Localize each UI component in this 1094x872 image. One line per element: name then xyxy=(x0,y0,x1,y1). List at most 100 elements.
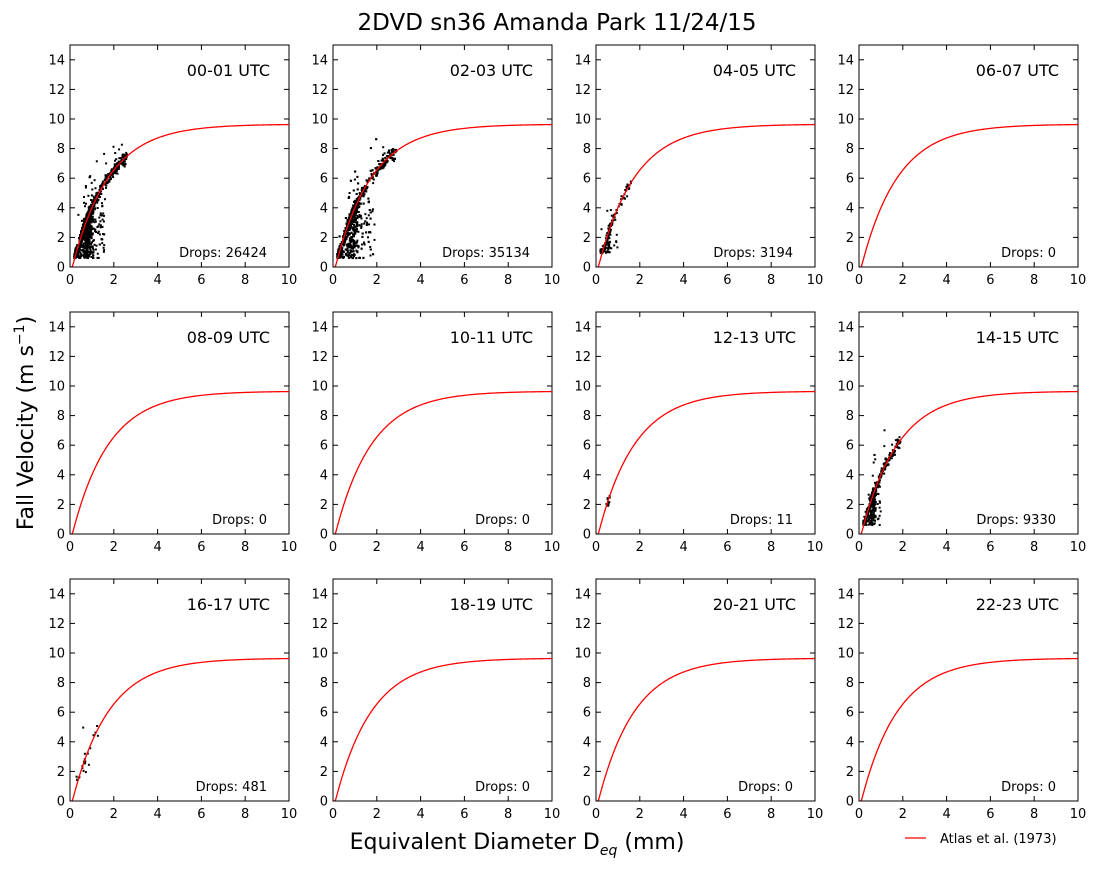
drop-point xyxy=(884,458,887,461)
drop-point xyxy=(894,453,896,456)
x-tick-label: 0 xyxy=(329,273,337,288)
drop-point xyxy=(84,186,87,189)
drop-point xyxy=(99,224,102,227)
drop-point xyxy=(88,253,91,256)
drop-point xyxy=(887,463,890,466)
drop-point xyxy=(382,160,385,163)
drop-point xyxy=(91,209,94,212)
drop-point xyxy=(350,209,353,212)
drop-point xyxy=(863,515,866,518)
drop-point xyxy=(92,251,95,254)
drop-point xyxy=(346,249,349,252)
drop-point xyxy=(611,223,614,226)
drop-point xyxy=(74,251,77,253)
drop-point xyxy=(360,188,363,191)
drop-point xyxy=(90,231,93,234)
drop-point xyxy=(111,168,114,171)
drop-point xyxy=(609,233,612,236)
drop-point xyxy=(83,254,86,257)
drop-point xyxy=(367,197,370,200)
y-tick-label: 6 xyxy=(320,172,328,187)
drop-point xyxy=(349,256,352,259)
drop-point xyxy=(349,241,352,244)
drop-point xyxy=(77,254,80,257)
drop-point xyxy=(891,455,894,457)
drop-point xyxy=(365,231,368,234)
plot-frame xyxy=(595,578,816,802)
drop-point xyxy=(349,179,352,182)
x-axis-label-main: Equivalent Diameter D xyxy=(350,830,600,855)
drop-point xyxy=(869,516,872,519)
drop-point xyxy=(79,248,82,251)
drop-point xyxy=(871,524,874,527)
drop-point xyxy=(77,213,80,216)
drop-point xyxy=(874,501,877,503)
figure-title: 2DVD sn36 Amanda Park 11/24/15 xyxy=(358,10,757,36)
y-axis-label-main: Fall Velocity (m s xyxy=(14,345,39,530)
panel-1: 0 2 4 6 8 10 0 2 4 6 8 10 12 14 02-03 UTC Drops: 35134 xyxy=(311,44,561,288)
x-tick-label: 0 xyxy=(592,807,600,822)
drop-point xyxy=(358,224,361,227)
drop-point xyxy=(350,222,353,225)
drop-point xyxy=(95,160,98,163)
drop-point xyxy=(122,164,125,167)
drop-point xyxy=(348,226,351,229)
drop-point xyxy=(350,217,353,220)
drop-point xyxy=(620,195,623,198)
x-tick-label: 4 xyxy=(942,273,950,288)
x-tick-label: 0 xyxy=(855,540,863,555)
drop-point xyxy=(91,241,93,244)
drop-point xyxy=(352,220,355,222)
x-tick-label: 4 xyxy=(679,273,687,288)
drop-point xyxy=(868,498,871,501)
drop-point xyxy=(88,235,91,238)
drop-point xyxy=(873,500,876,503)
drop-point xyxy=(75,246,78,249)
drop-point xyxy=(349,223,352,226)
x-tick-label: 8 xyxy=(767,807,775,822)
drop-point xyxy=(367,179,370,182)
drop-point xyxy=(91,233,94,236)
x-tick-label: 8 xyxy=(1030,273,1038,288)
drop-point xyxy=(883,463,886,466)
drop-point xyxy=(352,189,355,192)
drop-point xyxy=(357,245,360,248)
drop-point xyxy=(871,500,874,502)
drop-point xyxy=(349,239,352,241)
legend: Atlas et al. (1973) xyxy=(905,832,1057,847)
x-tick-label: 8 xyxy=(241,807,249,822)
drop-point xyxy=(86,257,89,259)
x-tick-label: 10 xyxy=(544,273,561,288)
drop-point xyxy=(356,224,359,227)
drop-point xyxy=(86,233,89,236)
x-tick-label: 8 xyxy=(1030,807,1038,822)
drop-point xyxy=(88,227,91,230)
drop-point xyxy=(96,192,99,195)
drop-point xyxy=(356,217,359,220)
y-tick-label: 6 xyxy=(57,439,65,454)
drop-point xyxy=(112,171,114,174)
drop-point xyxy=(353,200,355,203)
drop-point xyxy=(354,232,357,235)
drop-point xyxy=(393,160,395,163)
drop-point xyxy=(394,157,396,160)
x-tick-label: 2 xyxy=(110,273,118,288)
drops-count: Drops: 9330 xyxy=(976,513,1056,528)
drop-point xyxy=(84,185,87,187)
drop-point xyxy=(90,225,93,228)
x-tick-label: 6 xyxy=(986,273,994,288)
drop-point xyxy=(609,230,612,233)
drop-point xyxy=(357,182,360,185)
drop-point xyxy=(87,245,90,248)
drop-point xyxy=(346,251,349,253)
drop-point xyxy=(391,157,394,159)
drop-point xyxy=(373,238,376,241)
y-tick-label: 8 xyxy=(320,142,328,157)
drop-point xyxy=(349,225,352,228)
drop-point xyxy=(83,233,86,236)
drop-point xyxy=(107,180,110,183)
drop-point xyxy=(91,245,94,248)
y-tick-label: 14 xyxy=(574,320,591,335)
drop-point xyxy=(356,214,359,217)
drop-point xyxy=(865,524,868,526)
